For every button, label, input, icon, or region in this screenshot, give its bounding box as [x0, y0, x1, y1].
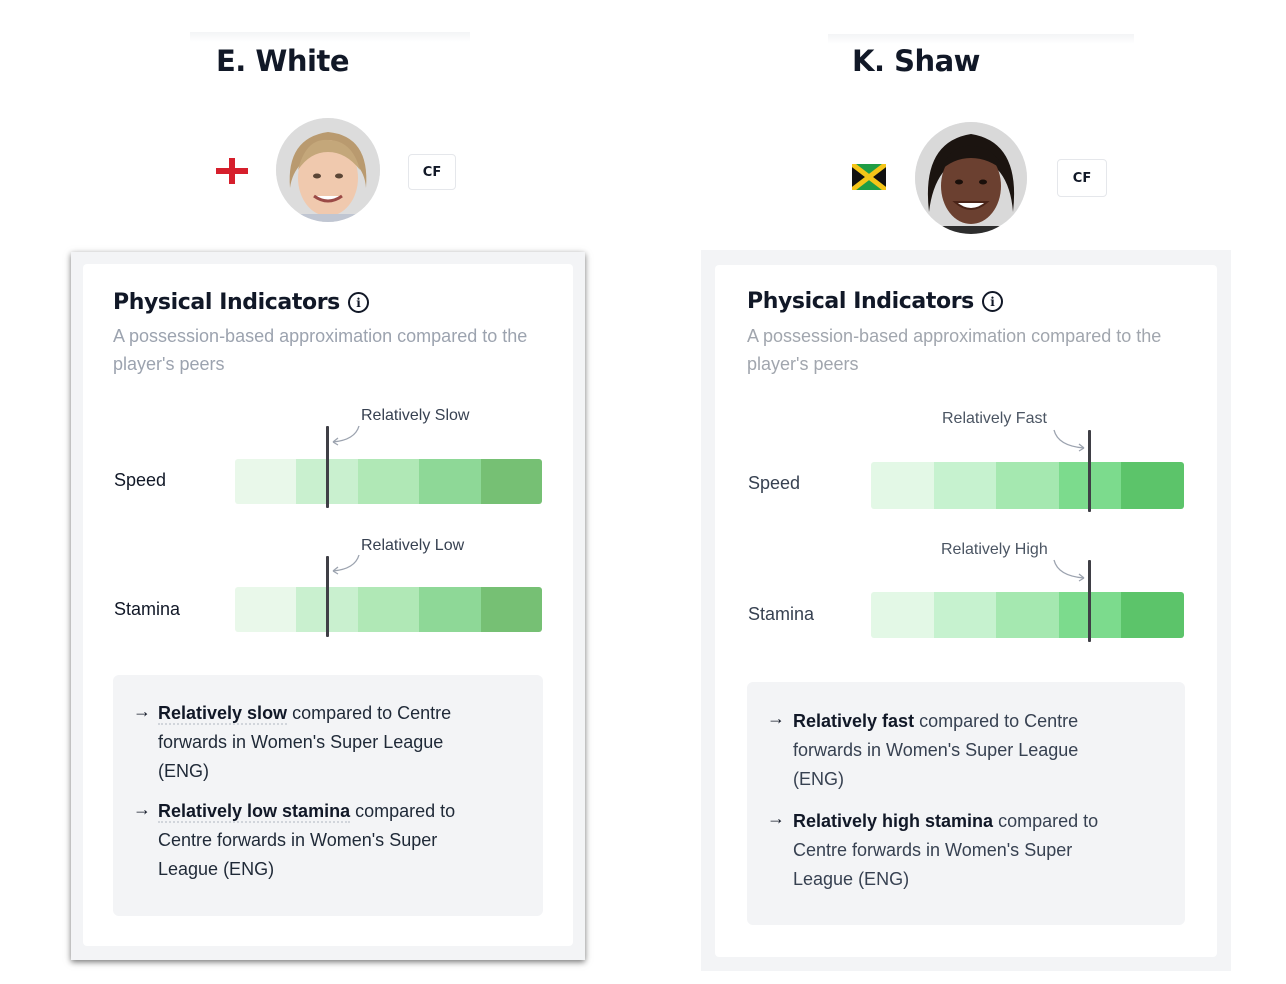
speed-bar [235, 459, 542, 504]
summary-strong: Relatively fast [793, 711, 915, 731]
summary-box: → Relatively slow compared to Centre for… [113, 675, 543, 916]
arrow-icon: → [133, 701, 151, 721]
summary-item-stamina: Relatively low stamina compared to Centr… [158, 797, 488, 884]
info-icon[interactable]: i [347, 292, 369, 313]
summary-strong: Relatively high stamina [793, 811, 994, 831]
panel-title: Physical Indicators i [747, 289, 1003, 314]
speed-bar [871, 462, 1184, 509]
arrow-icon: → [767, 808, 785, 828]
bar-segment-5 [1121, 462, 1184, 509]
physical-indicators-panel: Physical Indicators i A possession-based… [71, 252, 585, 960]
marker-pointer-speed [1053, 429, 1085, 452]
marker-pointer-speed [332, 425, 360, 446]
bar-segment-3 [357, 459, 420, 504]
marker-label-stamina: Relatively Low [361, 537, 465, 554]
panel-inner: Physical Indicators i A possession-based… [715, 265, 1217, 957]
panel-subtitle: A possession-based approximation compare… [747, 326, 1162, 374]
bar-segment-1 [871, 462, 934, 509]
position-badge: CF [1057, 159, 1107, 197]
summary-item-stamina: Relatively high stamina compared to Cent… [793, 807, 1123, 894]
player-name: E. White [216, 44, 350, 78]
metric-label-stamina: Stamina [114, 599, 181, 619]
marker-pointer-stamina [332, 554, 360, 575]
arrow-icon: → [767, 708, 785, 728]
panel-subtitle: A possession-based approximation compare… [113, 326, 528, 374]
stamina-marker [1088, 560, 1091, 642]
bar-segment-5 [480, 459, 542, 504]
bar-segment-4 [419, 459, 481, 504]
player-name-bar [190, 32, 470, 78]
marker-pointer-stamina [1053, 559, 1085, 582]
player-column-shaw: K. Shaw CF Physical Indicators i [640, 0, 1286, 984]
metric-label-stamina: Stamina [748, 604, 815, 624]
player-avatar [276, 118, 380, 222]
england-flag-icon [216, 158, 248, 184]
summary-item-speed: Relatively fast compared to Centre forwa… [793, 707, 1123, 794]
summary-rest: compared to Centre forwards in Women's S… [158, 703, 452, 781]
bar-segment-3 [357, 587, 420, 632]
marker-label-speed: Relatively Slow [361, 407, 470, 424]
summary-item-speed: Relatively slow compared to Centre forwa… [158, 699, 488, 786]
physical-indicators-panel: Physical Indicators i A possession-based… [701, 250, 1231, 971]
player-name: K. Shaw [852, 44, 980, 78]
bar-segment-3 [996, 462, 1059, 509]
bar-segment-5 [1121, 592, 1184, 638]
metric-label-speed: Speed [748, 473, 801, 493]
stamina-bar [235, 587, 542, 632]
bar-segment-4 [419, 587, 481, 632]
summary-rest: compared to Centre forwards in Women's S… [793, 711, 1079, 789]
stamina-bar [871, 592, 1184, 638]
info-icon[interactable]: i [981, 291, 1003, 312]
jamaica-flag-icon [850, 162, 888, 192]
summary-strong: Relatively slow [158, 703, 288, 725]
summary-rest: compared to Centre forwards in Women's S… [158, 801, 456, 879]
panel-title-text: Physical Indicators [113, 290, 340, 315]
marker-label-speed: Relatively Fast [942, 410, 1047, 427]
player-column-white: E. White CF Physical Indicators i [0, 0, 640, 984]
player-avatar [915, 122, 1027, 234]
summary-box: → Relatively fast compared to Centre for… [747, 682, 1185, 925]
bar-segment-3 [996, 592, 1059, 638]
panel-title: Physical Indicators i [113, 290, 369, 315]
speed-marker [326, 426, 329, 508]
position-badge: CF [408, 154, 456, 190]
stamina-marker [326, 556, 329, 637]
panel-inner: Physical Indicators i A possession-based… [83, 264, 573, 946]
panel-title-text: Physical Indicators [747, 289, 974, 314]
bar-segment-2 [933, 462, 997, 509]
summary-strong: Relatively low stamina [158, 801, 351, 823]
metric-label-speed: Speed [114, 470, 167, 490]
arrow-icon: → [133, 799, 151, 819]
summary-rest: compared to Centre forwards in Women's S… [793, 811, 1099, 889]
bar-segment-2 [933, 592, 997, 638]
marker-label-stamina: Relatively High [941, 541, 1048, 558]
speed-marker [1088, 430, 1091, 512]
player-name-bar [828, 34, 1134, 80]
bar-segment-1 [235, 587, 297, 632]
bar-segment-5 [480, 587, 542, 632]
bar-segment-1 [871, 592, 934, 638]
bar-segment-1 [235, 459, 297, 504]
